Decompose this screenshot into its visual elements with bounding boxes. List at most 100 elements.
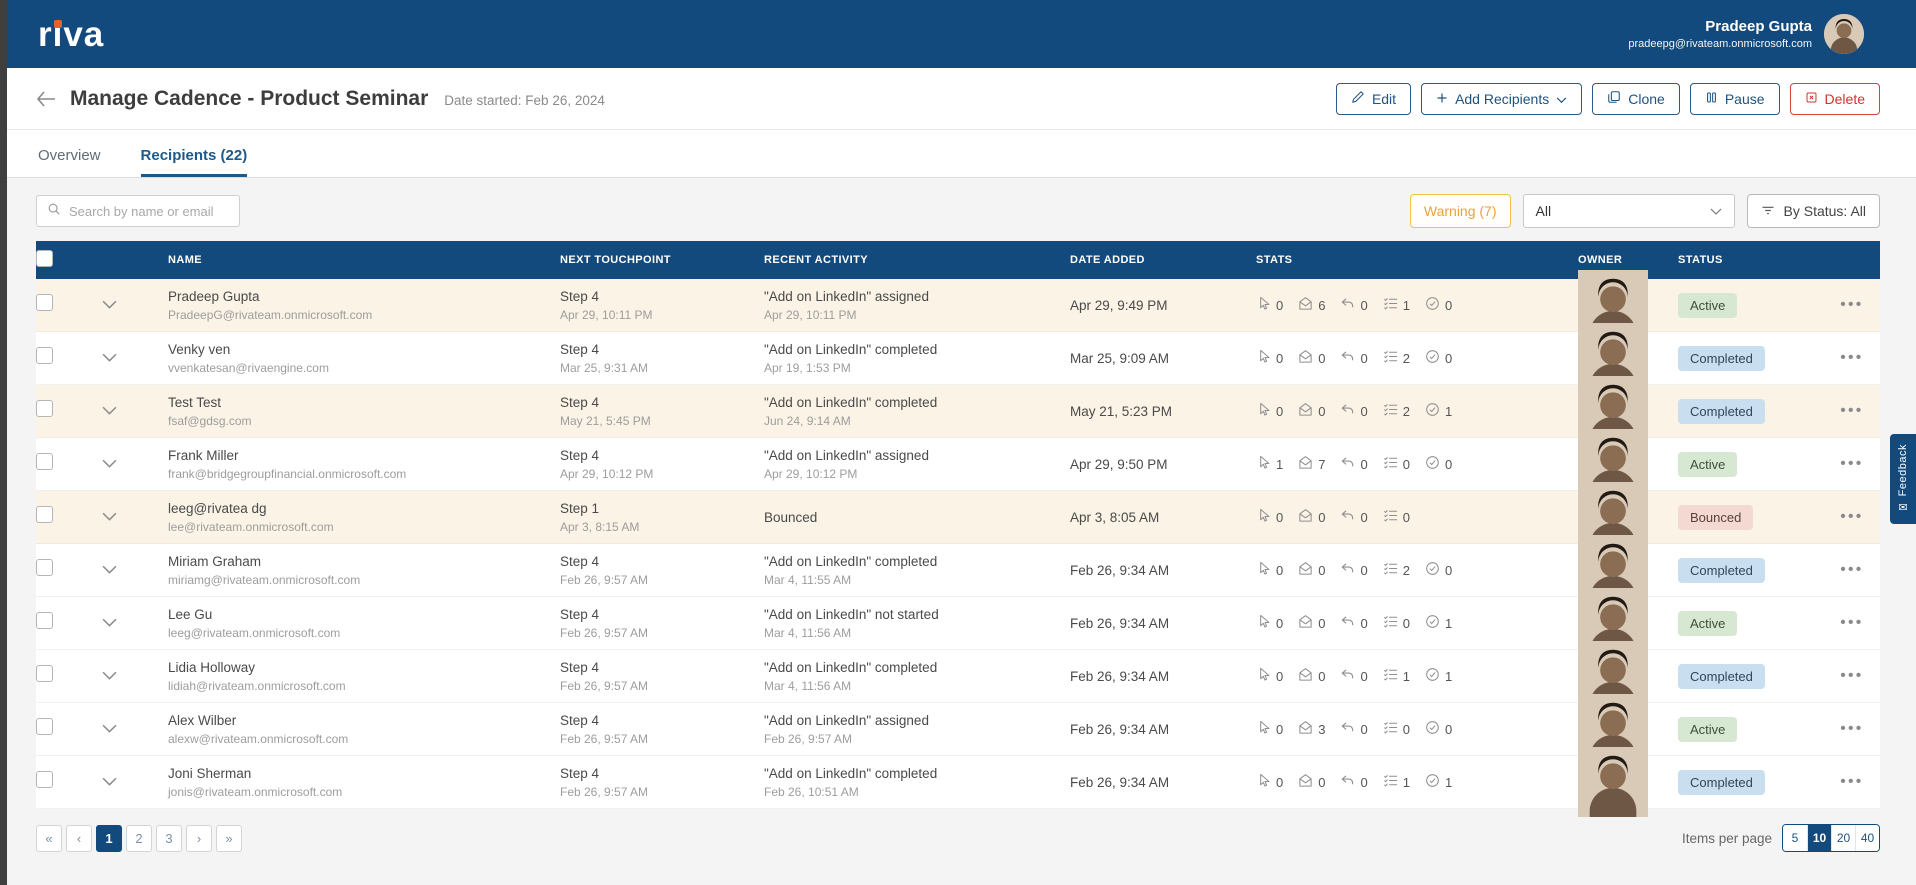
envelope-open-icon bbox=[1298, 667, 1313, 685]
row-checkbox[interactable] bbox=[36, 559, 53, 576]
row-checkbox[interactable] bbox=[36, 506, 53, 523]
check-circle-icon bbox=[1425, 773, 1440, 791]
row-checkbox[interactable] bbox=[36, 400, 53, 417]
riva-logo[interactable]: riva bbox=[38, 17, 104, 52]
row-menu-button[interactable]: ••• bbox=[1840, 561, 1864, 578]
col-recent-activity[interactable]: RECENT ACTIVITY bbox=[764, 254, 868, 266]
recipient-name[interactable]: leeg@rivatea dg bbox=[168, 500, 267, 516]
stat-clicks-value: 0 bbox=[1276, 562, 1284, 578]
recipient-email: frank@bridgegroupfinancial.onmicrosoft.c… bbox=[168, 466, 407, 481]
row-menu-button[interactable]: ••• bbox=[1840, 455, 1864, 472]
col-owner[interactable]: OWNER bbox=[1578, 254, 1623, 266]
row-checkbox[interactable] bbox=[36, 612, 53, 629]
page-button[interactable]: » bbox=[216, 824, 242, 852]
page-button[interactable]: 2 bbox=[126, 824, 152, 852]
feedback-tab[interactable]: Feedback ✉ bbox=[1890, 434, 1916, 524]
expand-row-icon[interactable] bbox=[102, 353, 117, 363]
row-menu-button[interactable]: ••• bbox=[1840, 296, 1864, 313]
row-checkbox[interactable] bbox=[36, 771, 53, 788]
row-menu-button[interactable]: ••• bbox=[1840, 614, 1864, 631]
stat-opens: 3 bbox=[1298, 720, 1325, 738]
expand-row-icon[interactable] bbox=[102, 671, 117, 681]
page-title: Manage Cadence - Product Seminar bbox=[70, 86, 429, 110]
add-recipients-button[interactable]: Add Recipients bbox=[1421, 82, 1583, 115]
row-menu-button[interactable]: ••• bbox=[1840, 773, 1864, 790]
recipient-name[interactable]: Joni Sherman bbox=[168, 765, 252, 781]
recipient-name[interactable]: Venky ven bbox=[168, 341, 231, 357]
checklist-icon bbox=[1383, 720, 1398, 738]
row-checkbox[interactable] bbox=[36, 665, 53, 682]
tab-overview[interactable]: Overview bbox=[38, 147, 101, 164]
status-filter-button[interactable]: By Status: All bbox=[1746, 194, 1880, 228]
page-button[interactable]: 3 bbox=[156, 824, 182, 852]
col-status[interactable]: STATUS bbox=[1678, 254, 1723, 266]
row-checkbox[interactable] bbox=[36, 347, 53, 364]
col-next-touchpoint[interactable]: NEXT TOUCHPOINT bbox=[560, 254, 671, 266]
stat-done: 0 bbox=[1425, 455, 1452, 473]
filter-dropdown[interactable]: All bbox=[1522, 194, 1735, 228]
back-button[interactable] bbox=[36, 90, 56, 107]
row-menu-button[interactable]: ••• bbox=[1840, 508, 1864, 525]
recipient-name[interactable]: Frank Miller bbox=[168, 447, 239, 463]
recipient-name[interactable]: Lidia Holloway bbox=[168, 659, 256, 675]
edit-button[interactable]: Edit bbox=[1335, 82, 1412, 115]
expand-row-icon[interactable] bbox=[102, 512, 117, 522]
page-button[interactable]: ‹ bbox=[66, 824, 92, 852]
items-per-page-option[interactable]: 5 bbox=[1783, 825, 1807, 851]
expand-row-icon[interactable] bbox=[102, 300, 117, 310]
recipient-name[interactable]: Test Test bbox=[168, 394, 222, 410]
row-menu-button[interactable]: ••• bbox=[1840, 402, 1864, 419]
row-menu-button[interactable]: ••• bbox=[1840, 667, 1864, 684]
stat-replies: 0 bbox=[1340, 773, 1368, 791]
stat-done-value: 0 bbox=[1444, 456, 1453, 472]
search-input[interactable] bbox=[69, 203, 229, 219]
recipient-email: lidiah@rivateam.onmicrosoft.com bbox=[168, 678, 346, 693]
table-row: Frank Miller frank@bridgegroupfinancial.… bbox=[36, 429, 1880, 499]
table-row: Venky ven vvenkatesan@rivaengine.com Ste… bbox=[36, 323, 1880, 393]
pause-button[interactable]: Pause bbox=[1689, 82, 1780, 115]
expand-row-icon[interactable] bbox=[102, 618, 117, 628]
expand-row-icon[interactable] bbox=[102, 777, 117, 787]
items-per-page-option[interactable]: 10 bbox=[1807, 825, 1831, 851]
page-button[interactable]: 1 bbox=[96, 824, 122, 852]
page-button[interactable]: « bbox=[36, 824, 62, 852]
stat-tasks-value: 2 bbox=[1402, 403, 1410, 419]
recipient-name[interactable]: Alex Wilber bbox=[168, 712, 237, 728]
recent-activity: "Add on LinkedIn" completed bbox=[764, 765, 938, 781]
recent-activity: "Add on LinkedIn" assigned bbox=[764, 447, 929, 463]
recipient-name[interactable]: Pradeep Gupta bbox=[168, 288, 260, 304]
recipient-name[interactable]: Lee Gu bbox=[168, 606, 213, 622]
warning-filter-badge[interactable]: Warning (7) bbox=[1409, 194, 1511, 228]
stat-opens: 0 bbox=[1298, 667, 1325, 685]
expand-row-icon[interactable] bbox=[102, 406, 117, 416]
expand-row-icon[interactable] bbox=[102, 565, 117, 575]
col-date-added[interactable]: DATE ADDED bbox=[1070, 254, 1145, 266]
items-per-page-option[interactable]: 20 bbox=[1831, 825, 1855, 851]
stat-clicks-value: 0 bbox=[1276, 774, 1284, 790]
envelope-icon: ✉ bbox=[1898, 502, 1908, 515]
row-checkbox[interactable] bbox=[36, 718, 53, 735]
clone-button[interactable]: Clone bbox=[1592, 82, 1680, 115]
row-menu-button[interactable]: ••• bbox=[1840, 349, 1864, 366]
search-icon bbox=[47, 202, 61, 221]
stat-replies-value: 0 bbox=[1360, 774, 1368, 790]
user-avatar[interactable] bbox=[1824, 14, 1864, 54]
user-menu[interactable]: Pradeep Gupta pradeepg@rivateam.onmicros… bbox=[1628, 14, 1864, 54]
owner-avatar[interactable] bbox=[1578, 747, 1648, 817]
recent-activity-time: Apr 29, 10:12 PM bbox=[764, 466, 858, 481]
recipient-name[interactable]: Miriam Graham bbox=[168, 553, 262, 569]
row-checkbox[interactable] bbox=[36, 453, 53, 470]
expand-row-icon[interactable] bbox=[102, 724, 117, 734]
tab-recipients[interactable]: Recipients (22) bbox=[140, 147, 248, 177]
col-stats[interactable]: STATS bbox=[1256, 254, 1293, 266]
row-checkbox[interactable] bbox=[36, 294, 53, 311]
select-all-checkbox[interactable] bbox=[36, 250, 53, 267]
col-name[interactable]: NAME bbox=[168, 254, 202, 266]
expand-row-icon[interactable] bbox=[102, 459, 117, 469]
reply-icon bbox=[1340, 402, 1355, 420]
row-menu-button[interactable]: ••• bbox=[1840, 720, 1864, 737]
page-button[interactable]: › bbox=[186, 824, 212, 852]
delete-button[interactable]: Delete bbox=[1789, 82, 1880, 115]
items-per-page-option[interactable]: 40 bbox=[1855, 825, 1879, 851]
reply-icon bbox=[1340, 296, 1355, 314]
